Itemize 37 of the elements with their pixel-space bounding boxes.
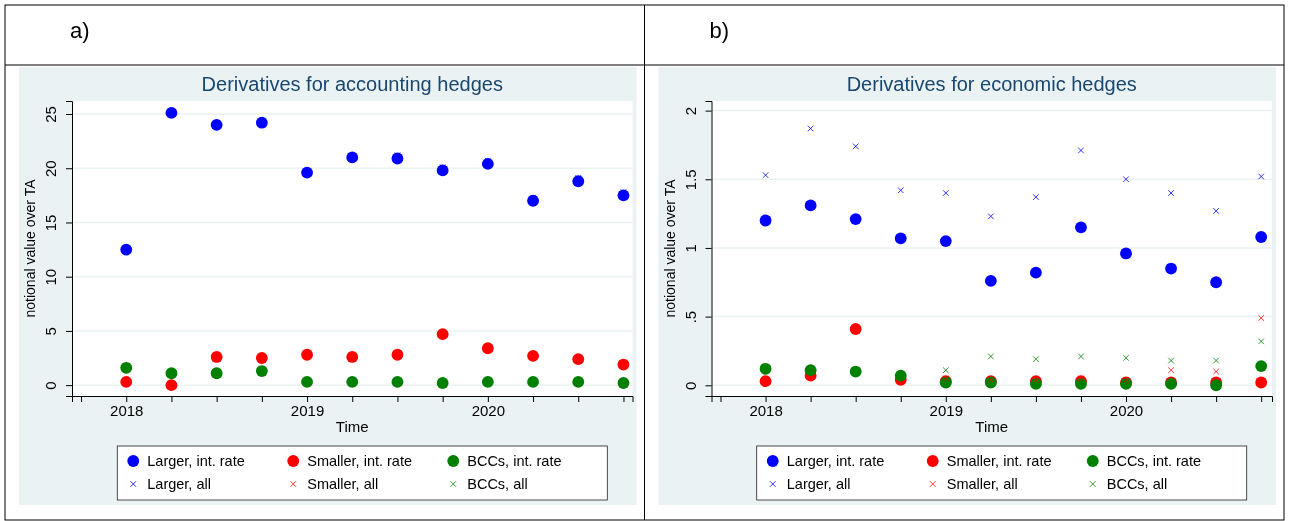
y-axis-title: notional value over TA — [661, 178, 678, 318]
y-tick-label: 15 — [42, 214, 59, 232]
x-tick-label: 2018 — [110, 401, 144, 419]
y-axis-title: notional value over TA — [22, 178, 38, 318]
x-tick-label: 2019 — [929, 401, 963, 419]
x-tick-label: 2019 — [290, 401, 325, 419]
text: b) — [709, 18, 730, 43]
x-tick-label: 2020 — [1109, 401, 1144, 419]
y-tick-label: 5 — [42, 327, 59, 336]
legend-label: Larger, all — [147, 476, 211, 492]
x-tick-label: 2020 — [471, 401, 506, 419]
y-tick-label: .5 — [681, 310, 699, 324]
legend-label: BCCs, all — [1106, 476, 1168, 492]
legend-label: BCCs, int. rate — [467, 453, 562, 469]
y-tick-label: 1 — [681, 244, 699, 253]
x-tick-label: 2018 — [749, 401, 783, 419]
x-axis-title: Time — [975, 418, 1009, 435]
chart-title: Derivatives for accounting hedges — [201, 73, 503, 95]
y-tick-label: 0 — [681, 381, 699, 390]
legend-label: BCCs, all — [467, 476, 528, 492]
chart-title: Derivatives for economic hedges — [846, 73, 1137, 95]
y-tick-label: 10 — [42, 268, 59, 286]
legend-label: Smaller, int. rate — [307, 453, 413, 469]
x-axis-title: Time — [335, 418, 369, 435]
legend-label: Larger, int. rate — [786, 453, 885, 469]
y-tick-label: 25 — [42, 106, 59, 123]
y-tick-label: 2 — [681, 106, 699, 116]
text: a) — [70, 18, 90, 43]
legend-label: BCCs, int. rate — [1106, 453, 1202, 469]
legend-label: Smaller, int. rate — [946, 453, 1052, 469]
legend-label: Smaller, all — [307, 476, 379, 492]
legend-label: Larger, int. rate — [147, 453, 245, 469]
legend-label: Smaller, all — [946, 476, 1018, 492]
y-tick-label: 1.5 — [681, 169, 699, 191]
y-tick-label: 0 — [42, 381, 59, 390]
y-tick-label: 20 — [42, 160, 59, 178]
legend-label: Larger, all — [786, 476, 851, 492]
